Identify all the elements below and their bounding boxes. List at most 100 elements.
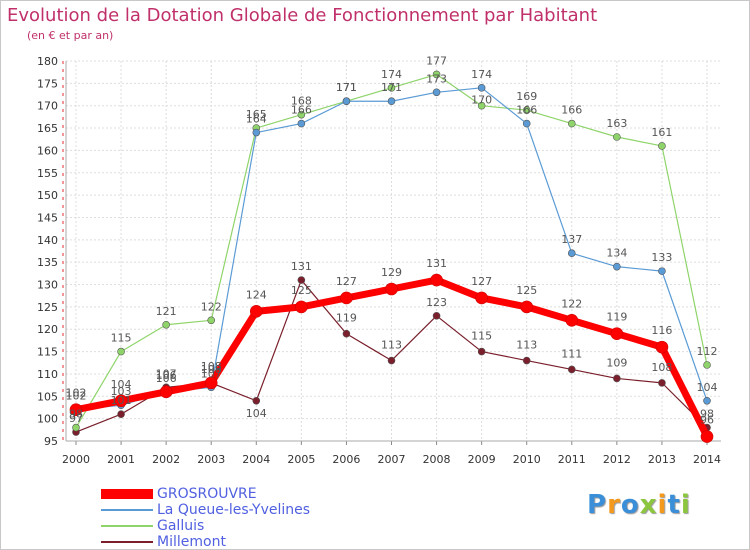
- data-label: 168: [291, 95, 312, 108]
- x-tick-label: 2011: [558, 453, 586, 466]
- y-tick-label: 155: [37, 167, 58, 180]
- data-point: [117, 347, 125, 356]
- data-point: [207, 316, 216, 325]
- logo-letter: r: [607, 490, 621, 520]
- logo-letter: i: [680, 490, 691, 520]
- data-label: 131: [291, 260, 312, 273]
- data-label: 113: [516, 339, 537, 352]
- data-label: 124: [246, 288, 267, 301]
- data-point: [567, 249, 576, 258]
- data-label: 121: [156, 305, 177, 318]
- y-tick-label: 175: [37, 77, 58, 90]
- y-tick-label: 160: [37, 144, 58, 157]
- data-label: 122: [561, 297, 582, 310]
- data-point: [72, 423, 80, 432]
- data-point: [387, 97, 396, 106]
- data-label: 166: [561, 104, 582, 117]
- chart-subtitle: (en € et par an): [27, 29, 114, 42]
- y-tick-label: 105: [37, 390, 58, 403]
- data-point: [565, 313, 579, 327]
- x-tick-label: 2002: [152, 453, 180, 466]
- data-point: [522, 106, 531, 114]
- legend-swatch-grosrouvre: [101, 489, 153, 499]
- x-tick-label: 2014: [693, 453, 721, 466]
- data-label: 170: [471, 94, 492, 107]
- data-label: 109: [606, 356, 627, 369]
- data-point: [655, 340, 669, 354]
- data-label: 107: [156, 367, 177, 380]
- data-label: 169: [516, 90, 537, 103]
- y-tick-label: 110: [37, 368, 58, 381]
- data-point: [613, 374, 621, 383]
- data-point: [387, 356, 396, 365]
- data-point: [475, 291, 488, 305]
- x-tick-label: 2007: [378, 453, 406, 466]
- legend-label-grosrouvre: GROSROUVRE: [157, 486, 257, 502]
- data-label: 123: [426, 296, 447, 309]
- data-point: [700, 430, 714, 443]
- data-point: [114, 394, 128, 408]
- data-label: 165: [246, 108, 267, 121]
- data-point: [610, 327, 624, 341]
- data-point: [342, 329, 351, 338]
- data-label: 177: [426, 54, 447, 67]
- data-point: [432, 70, 441, 79]
- data-point: [522, 356, 531, 365]
- y-tick-label: 180: [37, 55, 58, 68]
- y-tick-label: 145: [37, 211, 58, 224]
- data-point: [295, 300, 308, 314]
- data-label: 97: [69, 412, 83, 425]
- x-tick-label: 2000: [62, 453, 90, 466]
- data-label: 104: [246, 407, 267, 420]
- data-label: 119: [336, 312, 357, 325]
- data-point: [387, 84, 396, 92]
- data-point: [252, 128, 261, 137]
- data-point: [117, 410, 125, 418]
- x-tick-label: 2010: [513, 453, 541, 466]
- legend-label-galluis: Galluis: [157, 518, 205, 534]
- y-tick-label: 140: [37, 234, 58, 247]
- data-label: 113: [381, 339, 402, 352]
- x-tick-label: 2013: [648, 453, 676, 466]
- y-tick-label: 120: [37, 323, 58, 336]
- data-point: [162, 320, 170, 329]
- data-label: 127: [336, 275, 357, 288]
- logo-letter: o: [620, 490, 640, 520]
- data-point: [658, 267, 666, 275]
- data-label: 96: [700, 414, 714, 427]
- data-label: 108: [201, 363, 222, 376]
- data-point: [204, 376, 218, 390]
- legend-swatch-la-queue-les-yvelines: [101, 509, 153, 511]
- data-label: 103: [111, 385, 132, 398]
- data-label: 104: [697, 381, 718, 394]
- x-tick-label: 2009: [468, 453, 496, 466]
- y-tick-label: 125: [37, 301, 58, 314]
- data-label: 164: [246, 113, 267, 126]
- y-tick-label: 130: [37, 279, 58, 292]
- data-label: 133: [651, 251, 672, 264]
- data-point: [520, 300, 534, 314]
- data-label: 131: [426, 257, 447, 270]
- data-label: 125: [291, 284, 312, 297]
- logo-letter: t: [667, 490, 681, 520]
- y-tick-label: 100: [37, 413, 58, 426]
- data-point: [432, 312, 441, 320]
- y-tick-label: 165: [37, 122, 58, 135]
- data-label: 115: [111, 332, 132, 345]
- data-label: 127: [471, 275, 492, 288]
- data-label: 108: [651, 361, 672, 374]
- legend-item-galluis: Galluis: [101, 518, 341, 534]
- data-label: 174: [381, 68, 402, 81]
- y-tick-label: 150: [37, 189, 58, 202]
- x-tick-label: 2008: [423, 453, 451, 466]
- data-point: [342, 97, 351, 106]
- logo-letter: x: [639, 490, 658, 520]
- x-tick-label: 2005: [287, 453, 315, 466]
- data-label: 129: [381, 266, 402, 279]
- y-tick-label: 170: [37, 100, 58, 113]
- data-point: [703, 361, 711, 369]
- data-label: 119: [606, 311, 627, 324]
- data-label: 98: [700, 408, 714, 421]
- data-point: [613, 133, 621, 141]
